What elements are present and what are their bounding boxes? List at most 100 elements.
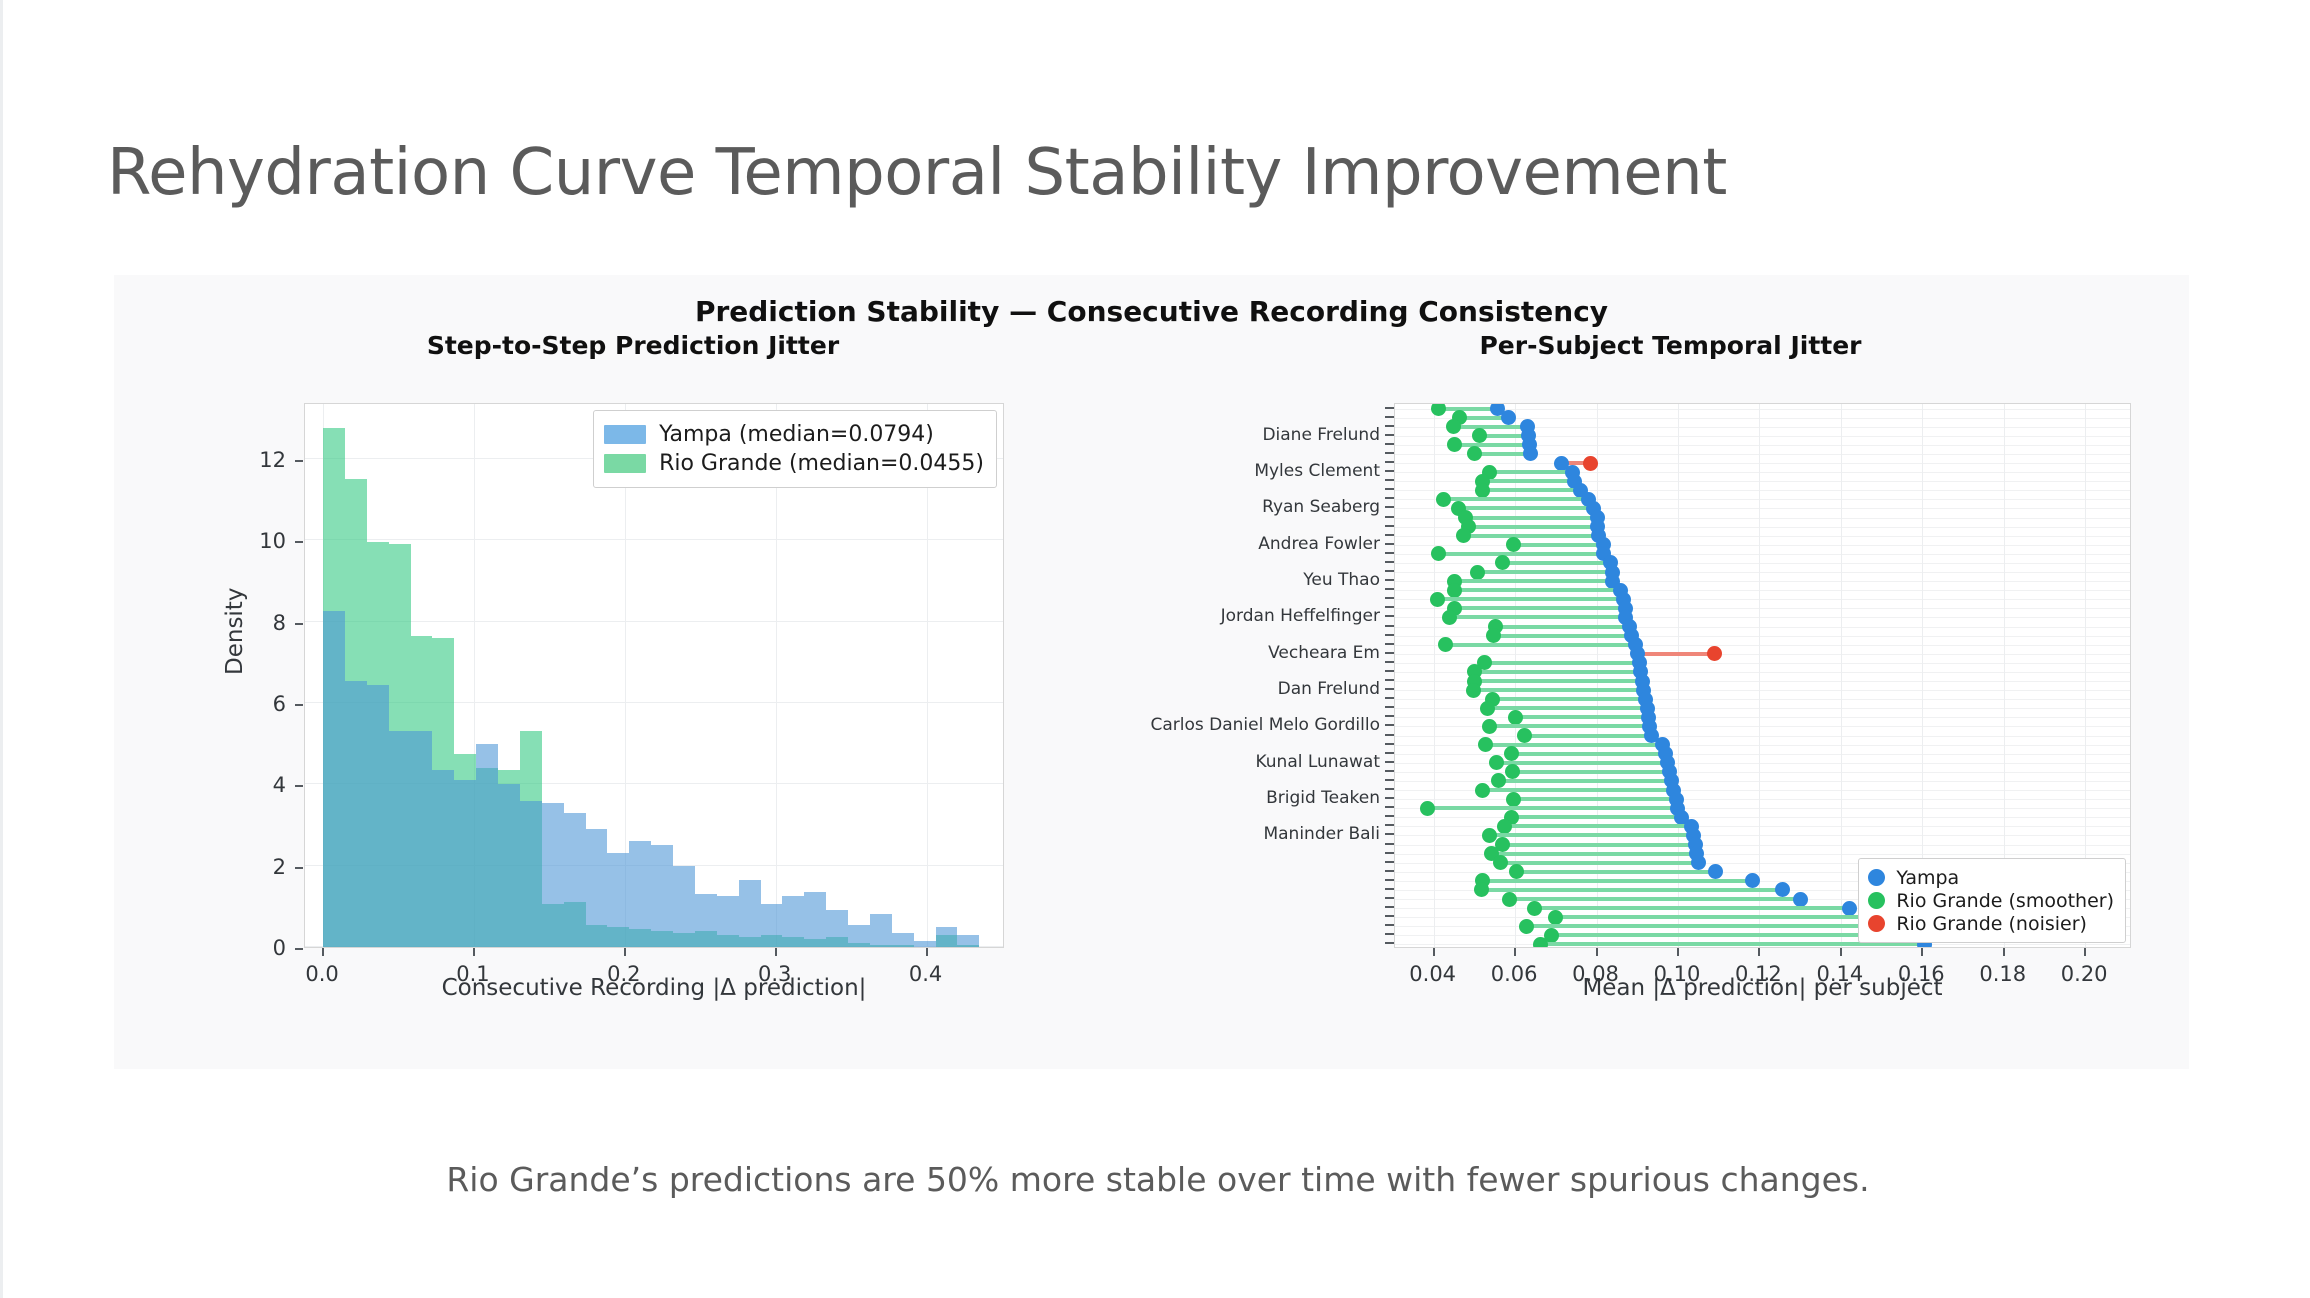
left-y-axis-label: Density xyxy=(222,587,248,675)
row-gridline xyxy=(1395,708,2130,710)
dot-rio-smoother xyxy=(1446,582,1462,598)
x-tick-label: 0.4 xyxy=(908,962,943,986)
histogram-bar xyxy=(957,934,980,947)
dot-rio-smoother xyxy=(1497,818,1513,834)
dumbbell-connector xyxy=(1489,470,1573,475)
dot-yampa xyxy=(1553,455,1569,471)
dumbbell-connector xyxy=(1427,806,1678,811)
dumbbell-connector xyxy=(1477,570,1613,575)
subject-tick-mark xyxy=(1385,560,1394,563)
dot-rio-smoother xyxy=(1420,800,1436,816)
x-tick-mark xyxy=(1595,948,1598,956)
x-tick-label: 0.0 xyxy=(305,962,339,986)
subject-tick-mark xyxy=(1385,451,1394,454)
row-gridline xyxy=(1395,417,2130,419)
dumbbell-connector xyxy=(1496,760,1668,765)
slide-caption: Rio Grande’s predictions are 50% more st… xyxy=(446,1160,1870,1199)
legend-item-rio-smoother: Rio Grande (smoother) xyxy=(1868,889,2114,912)
y-tick-mark xyxy=(295,622,303,625)
histogram-bar xyxy=(869,914,892,947)
subject-tick-mark xyxy=(1385,933,1394,936)
subject-label: Vecheara Em xyxy=(1268,642,1380,663)
dot-rio-smoother xyxy=(1486,628,1502,644)
x-tick-mark xyxy=(623,948,626,956)
subject-tick-mark xyxy=(1385,942,1394,945)
histogram-bar xyxy=(344,680,367,947)
dot-rio-smoother xyxy=(1494,837,1510,853)
subject-tick-mark xyxy=(1385,533,1394,536)
histogram-bar xyxy=(323,611,345,947)
y-tick-label: 0 xyxy=(272,936,286,960)
dot-rio-smoother xyxy=(1519,918,1535,934)
row-gridline xyxy=(1395,553,2130,555)
histogram-bar xyxy=(651,845,674,947)
dumbbell-connector xyxy=(1437,597,1624,602)
subject-tick-mark xyxy=(1385,842,1394,845)
dumbbell-connector xyxy=(1500,860,1699,865)
row-gridline xyxy=(1395,790,2130,792)
subject-tick-mark xyxy=(1385,869,1394,872)
subject-tick-mark xyxy=(1385,615,1394,618)
row-gridline xyxy=(1395,862,2130,864)
dot-rio-smoother xyxy=(1517,728,1533,744)
dumbbell-connector xyxy=(1485,742,1663,747)
y-tick-mark xyxy=(295,785,303,788)
dumbbell-connector xyxy=(1513,797,1677,802)
y-tick-label: 8 xyxy=(272,610,286,635)
x-tick-mark xyxy=(322,948,325,956)
dot-rio-smoother xyxy=(1472,428,1488,444)
dumbbell-connector xyxy=(1504,824,1692,829)
subject-tick-mark xyxy=(1385,406,1394,409)
x-tick-mark xyxy=(925,948,928,956)
row-gridline xyxy=(1395,690,2130,692)
row-gridline xyxy=(1395,463,2130,465)
dumbbell-connector xyxy=(1459,415,1509,420)
row-gridline xyxy=(1395,508,2130,510)
row-gridline xyxy=(1395,635,2130,637)
dumbbell-connector xyxy=(1561,461,1591,466)
dumbbell-connector xyxy=(1512,769,1670,774)
subject-tick-mark xyxy=(1385,524,1394,527)
dot-rio-smoother xyxy=(1455,528,1471,544)
dot-rio-smoother xyxy=(1544,927,1560,943)
row-gridline xyxy=(1395,562,2130,564)
dot-yampa xyxy=(1523,446,1539,462)
row-gridline xyxy=(1395,499,2130,501)
legend-label-rio-noisier: Rio Grande (noisier) xyxy=(1896,912,2087,935)
subject-tick-mark xyxy=(1385,778,1394,781)
dot-rio-smoother xyxy=(1466,682,1482,698)
subject-tick-mark xyxy=(1385,506,1394,509)
dumbbell-connector xyxy=(1454,579,1613,584)
x-tick-mark xyxy=(1514,948,1517,956)
page-title: Rehydration Curve Temporal Stability Imp… xyxy=(107,136,1727,210)
panel-step-to-step-jitter: Step-to-Step Prediction Jitter Yampa (me… xyxy=(114,275,1152,1069)
subject-tick-mark xyxy=(1385,488,1394,491)
subject-label: Ryan Seaberg xyxy=(1262,497,1380,518)
histogram-bar xyxy=(760,904,783,947)
dumbbell-connector xyxy=(1513,542,1604,547)
row-gridline xyxy=(1395,662,2130,664)
dumbbell-connector xyxy=(1637,651,1715,656)
dot-rio-smoother xyxy=(1446,437,1462,453)
subject-tick-mark xyxy=(1385,797,1394,800)
dot-yampa xyxy=(1707,864,1723,880)
dot-rio-smoother xyxy=(1548,909,1564,925)
histogram-bar xyxy=(891,932,914,947)
histogram-bar xyxy=(804,892,827,947)
row-gridline xyxy=(1395,808,2130,810)
dumbbell-connector xyxy=(1465,515,1598,520)
dot-rio-smoother xyxy=(1446,419,1462,435)
gridline-vertical xyxy=(2085,404,2087,947)
subject-tick-mark xyxy=(1385,597,1394,600)
x-tick-label: 0.3 xyxy=(757,962,792,986)
gridline-vertical xyxy=(1922,404,1924,947)
row-gridline xyxy=(1395,717,2130,719)
dumbbell-connector xyxy=(1473,688,1644,693)
dumbbell-connector xyxy=(1511,815,1682,820)
dumbbell-connector xyxy=(1443,497,1589,502)
x-tick-label: 0.16 xyxy=(1897,962,1945,986)
row-gridline xyxy=(1395,671,2130,673)
histogram-bar xyxy=(716,896,739,947)
dumbbell-connector xyxy=(1509,897,1801,902)
dumbbell-connector xyxy=(1511,751,1666,756)
